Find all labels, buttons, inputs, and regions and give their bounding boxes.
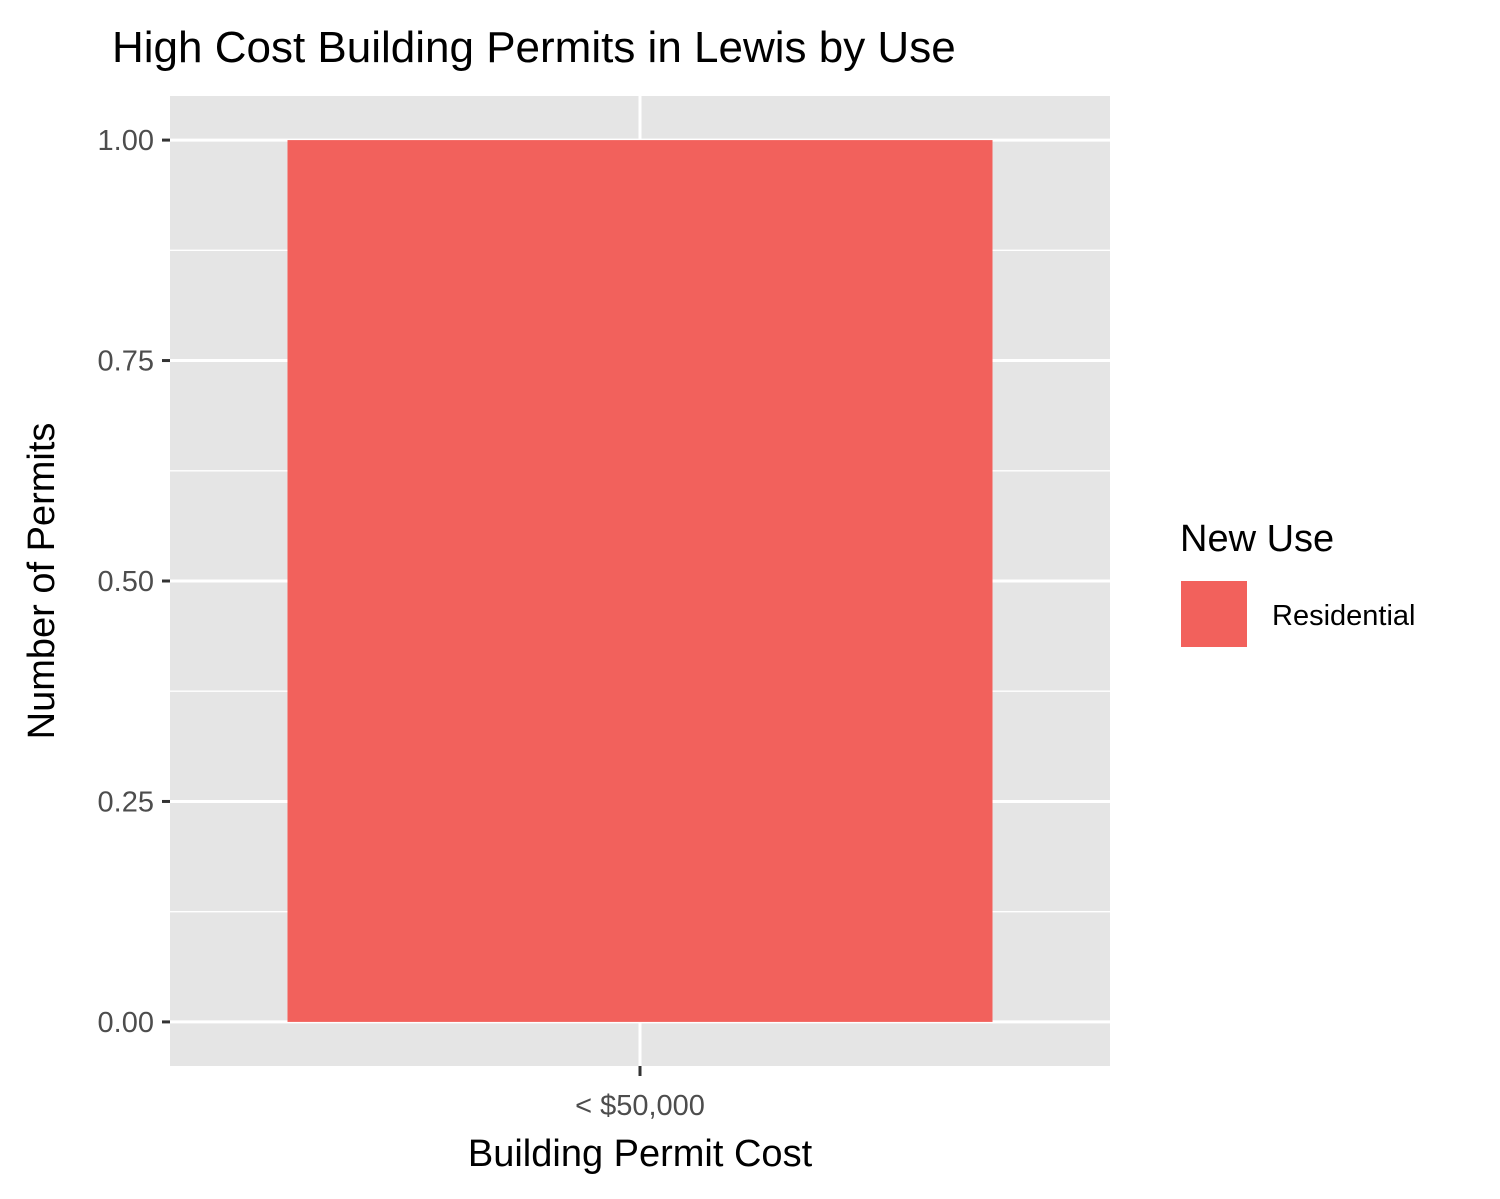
- bar: [287, 140, 993, 1022]
- x-tick-label: < $50,000: [575, 1090, 705, 1122]
- legend-title: New Use: [1180, 518, 1334, 560]
- y-tick-label: 0.50: [98, 566, 154, 598]
- legend-label: Residential: [1272, 600, 1415, 632]
- bars: [287, 140, 993, 1022]
- y-tick-label: 0.75: [98, 346, 154, 378]
- chart-title: High Cost Building Permits in Lewis by U…: [112, 23, 956, 72]
- y-tick-label: 1.00: [98, 125, 154, 157]
- x-axis: < $50,000: [575, 1066, 705, 1122]
- y-axis-title: Number of Permits: [21, 423, 63, 740]
- y-tick-label: 0.25: [98, 786, 154, 818]
- x-axis-title: Building Permit Cost: [468, 1133, 813, 1175]
- legend: New Use Residential: [1179, 518, 1415, 649]
- y-axis: 0.00 0.25 0.50 0.75 1.00: [98, 125, 170, 1039]
- legend-swatch: [1179, 579, 1249, 649]
- y-tick-label: 0.00: [98, 1007, 154, 1039]
- legend-items: Residential: [1179, 579, 1415, 649]
